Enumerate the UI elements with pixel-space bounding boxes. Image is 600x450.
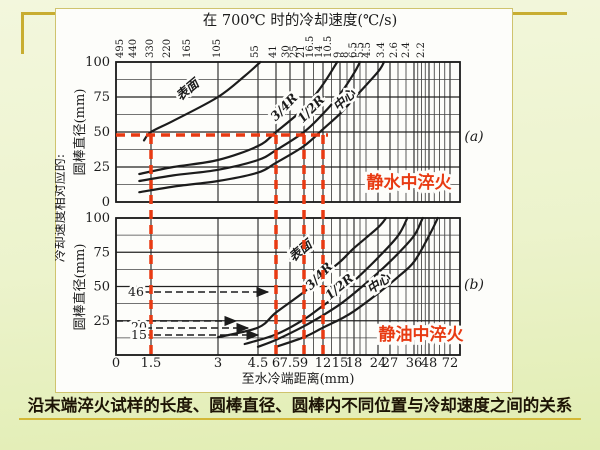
gold-corner-line-top-left-horizontal bbox=[21, 12, 57, 15]
svg-text:8: 8 bbox=[340, 52, 351, 58]
svg-text:220: 220 bbox=[162, 39, 173, 58]
svg-text:165: 165 bbox=[182, 39, 193, 58]
svg-text:7.5: 7.5 bbox=[280, 356, 301, 371]
svg-text:(a): (a) bbox=[464, 129, 483, 145]
svg-text:100: 100 bbox=[85, 211, 110, 226]
svg-text:18: 18 bbox=[346, 356, 363, 371]
svg-text:75: 75 bbox=[93, 245, 110, 260]
svg-text:48: 48 bbox=[421, 356, 438, 371]
svg-text:表面: 表面 bbox=[173, 74, 204, 103]
svg-text:3.4: 3.4 bbox=[376, 42, 387, 58]
svg-text:46: 46 bbox=[128, 284, 144, 299]
svg-text:冷却速度相对应的:: 冷却速度相对应的: bbox=[55, 154, 68, 262]
svg-text:24: 24 bbox=[370, 356, 387, 371]
svg-text:3: 3 bbox=[214, 356, 222, 371]
svg-text:6.5: 6.5 bbox=[348, 42, 359, 58]
svg-text:静水中淬火: 静水中淬火 bbox=[367, 172, 453, 192]
svg-text:72: 72 bbox=[442, 356, 459, 371]
gold-corner-line-top-left-vertical bbox=[21, 12, 24, 54]
svg-text:75: 75 bbox=[93, 90, 110, 105]
svg-text:15: 15 bbox=[131, 327, 147, 342]
svg-text:50: 50 bbox=[93, 280, 110, 295]
svg-text:0: 0 bbox=[102, 195, 110, 210]
svg-text:100: 100 bbox=[85, 55, 110, 70]
svg-text:20: 20 bbox=[131, 319, 147, 334]
caption-underline bbox=[19, 418, 581, 420]
svg-text:4.5: 4.5 bbox=[248, 356, 269, 371]
svg-text:在 700℃ 时的冷却速度(℃/s): 在 700℃ 时的冷却速度(℃/s) bbox=[203, 12, 397, 29]
figure-panel: 在 700℃ 时的冷却速度(℃/s) 495 440 330 220 165 105 55 41… bbox=[55, 8, 513, 393]
svg-text:至水冷端距离(mm): 至水冷端距离(mm) bbox=[242, 371, 355, 387]
svg-text:50: 50 bbox=[93, 125, 110, 140]
svg-text:25: 25 bbox=[93, 160, 110, 175]
svg-text:16.5: 16.5 bbox=[305, 36, 316, 58]
svg-text:55: 55 bbox=[250, 45, 261, 58]
svg-text:440: 440 bbox=[128, 39, 139, 58]
svg-text:圆棒直径(mm): 圆棒直径(mm) bbox=[73, 89, 88, 176]
svg-text:3/4R: 3/4R bbox=[267, 90, 300, 124]
svg-text:9: 9 bbox=[300, 356, 308, 371]
svg-text:1.5: 1.5 bbox=[141, 356, 162, 371]
quench-chart-svg: 在 700℃ 时的冷却速度(℃/s)495 440 330 220 165 105 55 41… bbox=[55, 12, 484, 387]
svg-text:2.6: 2.6 bbox=[389, 42, 400, 58]
svg-text:27: 27 bbox=[382, 356, 399, 371]
svg-text:5.5: 5.5 bbox=[355, 42, 366, 58]
svg-text:495: 495 bbox=[115, 39, 126, 58]
svg-text:2.4: 2.4 bbox=[401, 42, 412, 58]
svg-text:0: 0 bbox=[112, 356, 120, 371]
slide-caption: 沿末端淬火试样的长度、圆棒直径、圆棒内不同位置与冷却速度之间的关系 bbox=[27, 397, 573, 415]
svg-text:36: 36 bbox=[406, 356, 423, 371]
svg-text:12: 12 bbox=[315, 356, 332, 371]
svg-text:15: 15 bbox=[332, 356, 349, 371]
svg-text:330: 330 bbox=[145, 39, 156, 58]
svg-text:(b): (b) bbox=[464, 277, 484, 293]
svg-text:4.5: 4.5 bbox=[362, 42, 373, 58]
svg-text:圆棒直径(mm): 圆棒直径(mm) bbox=[73, 244, 88, 331]
svg-text:静油中淬火: 静油中淬火 bbox=[379, 324, 465, 344]
svg-text:21: 21 bbox=[296, 45, 307, 58]
svg-text:9: 9 bbox=[333, 52, 344, 58]
svg-text:41: 41 bbox=[268, 45, 279, 58]
svg-text:25: 25 bbox=[289, 45, 300, 58]
svg-text:14: 14 bbox=[314, 45, 325, 58]
svg-text:25: 25 bbox=[93, 314, 110, 329]
svg-text:6: 6 bbox=[272, 356, 280, 371]
svg-text:105: 105 bbox=[212, 39, 223, 58]
svg-text:30: 30 bbox=[281, 45, 292, 58]
svg-text:10.5: 10.5 bbox=[323, 36, 334, 58]
svg-text:2.2: 2.2 bbox=[416, 42, 427, 58]
gold-corner-line-top-right bbox=[512, 12, 567, 15]
